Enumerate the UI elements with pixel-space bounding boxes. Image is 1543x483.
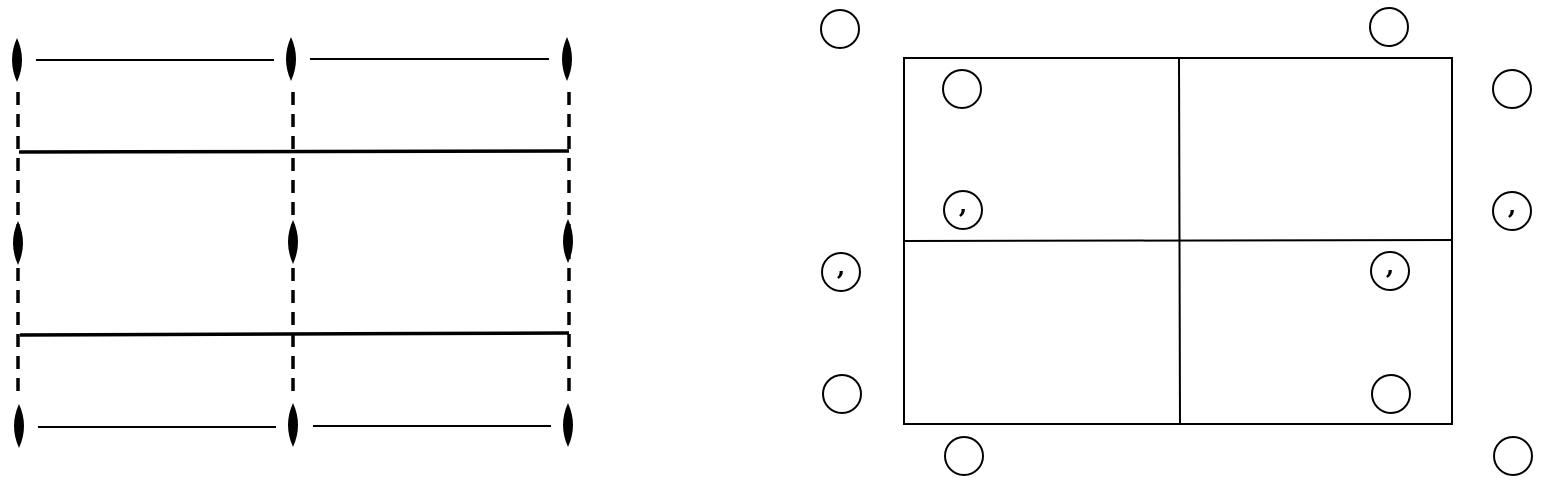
comma-marker: , <box>837 252 845 281</box>
right-panel: , , , , <box>820 7 1533 476</box>
lens-symbol <box>12 38 22 82</box>
circle-symbol <box>942 69 982 109</box>
lens-symbol <box>286 37 296 81</box>
circle-symbol <box>1371 374 1411 414</box>
lens-symbol <box>563 403 573 447</box>
comma-circle-symbol <box>821 252 861 292</box>
circle-symbol <box>1493 436 1533 476</box>
left-panel <box>12 37 573 448</box>
comma-marker: , <box>1508 191 1516 220</box>
circle-symbol <box>1369 7 1409 47</box>
comma-marker: , <box>1386 251 1394 280</box>
lens-symbol <box>562 37 572 81</box>
circle-symbol <box>1492 69 1532 109</box>
lens-symbol <box>13 221 23 265</box>
comma-circle-symbol <box>943 190 983 230</box>
circle-symbol <box>822 374 862 414</box>
lens-symbol <box>14 404 24 448</box>
grid-horizontal-divider <box>903 239 1453 242</box>
thick-line-lower <box>19 331 570 337</box>
comma-circle-symbol <box>1492 191 1532 231</box>
lens-symbol <box>563 219 573 263</box>
circle-symbol <box>820 9 860 49</box>
comma-marker: , <box>959 190 967 219</box>
lens-symbol <box>288 403 298 447</box>
comma-circle-symbol <box>1370 251 1410 291</box>
thick-line-upper <box>18 149 570 154</box>
circle-symbol <box>944 436 984 476</box>
lens-symbol <box>288 220 298 264</box>
